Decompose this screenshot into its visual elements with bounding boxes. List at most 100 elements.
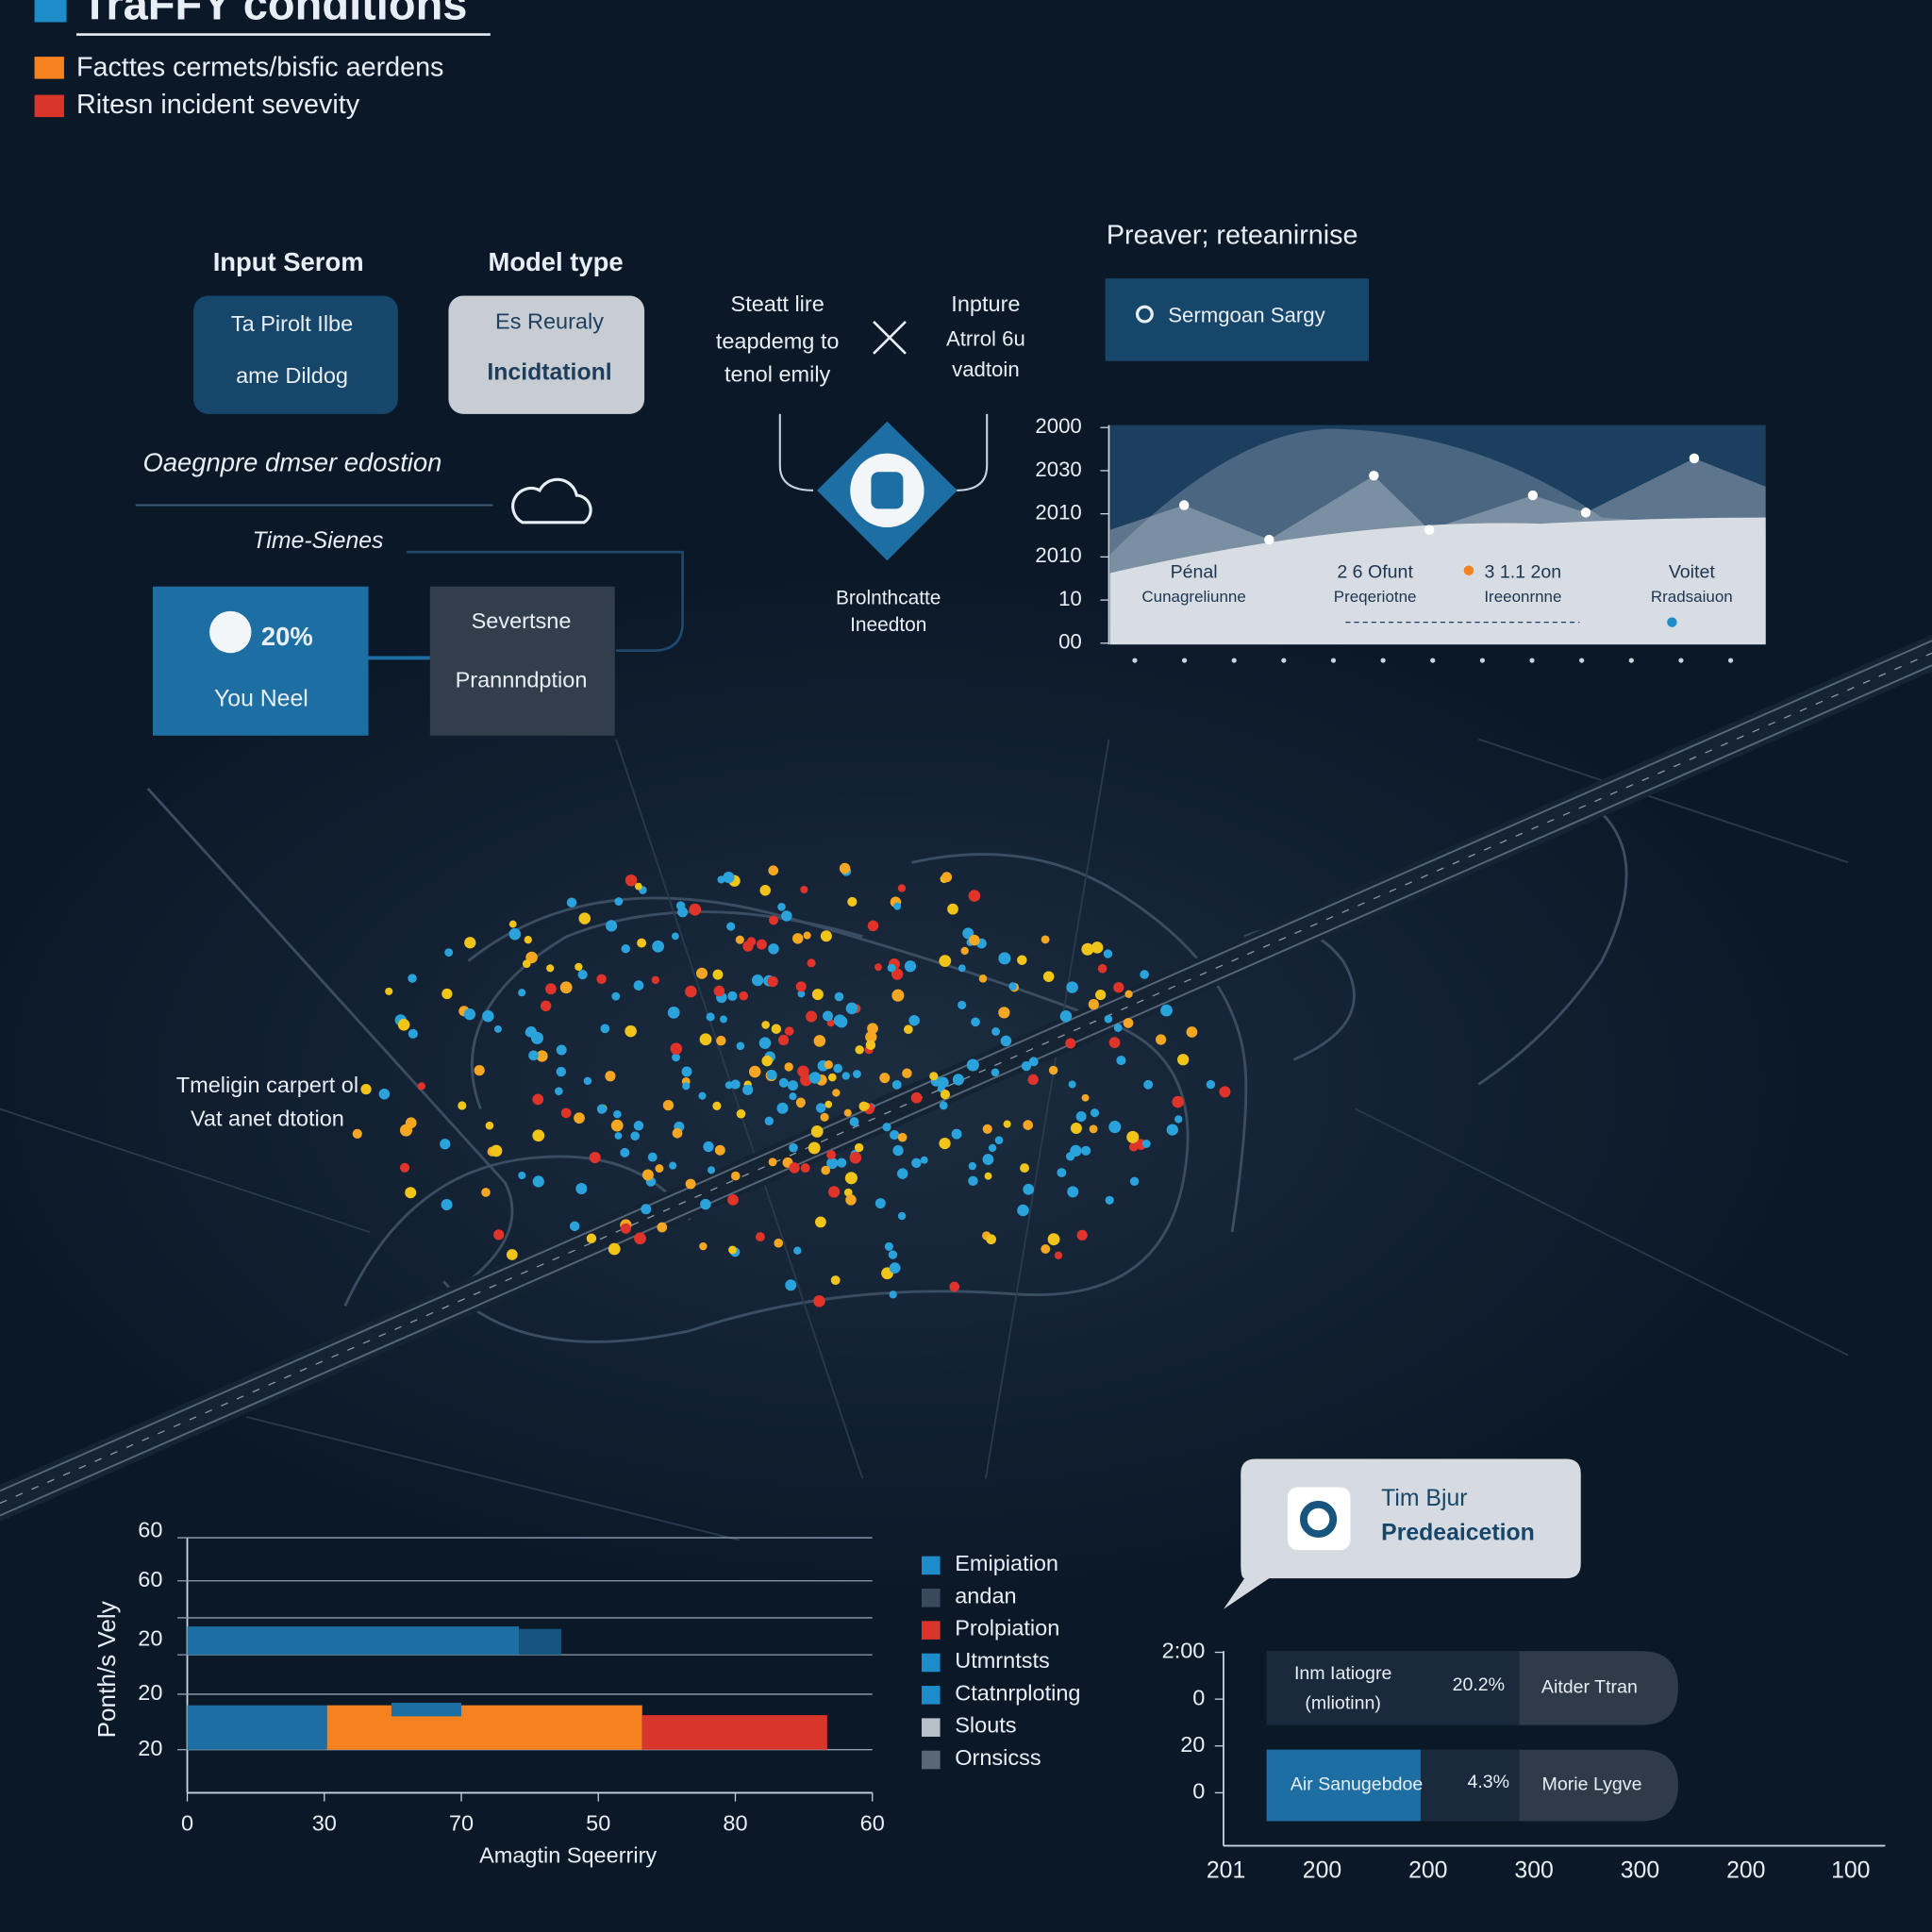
preview-point [1527,490,1539,501]
model-box[interactable] [448,295,645,414]
incident-dot [941,872,953,883]
incident-dot [824,1060,833,1070]
callout-text: Predeaicetion [1381,1521,1535,1546]
incident-dot [1123,1018,1134,1028]
incident-dot [796,1099,806,1108]
incident-dot [540,1000,552,1012]
incident-dot [605,1071,616,1082]
incident-dot [882,1123,891,1132]
input-box-text: ame Dildog [236,363,348,388]
legend-label: Facttes cermets/bisfic aerdens [76,53,443,83]
incident-dot [874,963,882,972]
incident-dot [1108,1121,1122,1134]
legend-label: Ornsicss [955,1745,1041,1770]
highway-edge [0,640,1932,1517]
incident-dot [832,1089,841,1097]
preview-labels: Pénal Cunagreliunne 2 6 Ofunt Preqeriotne 3 … [1141,562,1732,606]
incident-dot [837,1158,847,1168]
flow-text: Steatt lire [731,291,824,316]
incident-dot [952,1074,965,1086]
x-tick-dot [1281,658,1287,663]
y-tick-label: 10 [1058,587,1082,610]
incident-dot [560,1108,572,1119]
highway-lane [0,652,1932,1505]
incident-dot [675,901,686,910]
legend-swatch [34,94,64,118]
incident-dot [889,1291,897,1299]
incident-dot [758,1037,772,1049]
incident-dot [397,1019,410,1031]
incident-dot [778,1077,789,1088]
incident-dot [813,1035,826,1047]
callout-text: Tim Bjur [1381,1486,1467,1511]
button-icon [1135,305,1154,324]
incident-dot [904,1024,913,1035]
incident-dot [1017,1204,1029,1217]
bar-segment [187,1626,520,1656]
stat-value: 20% [261,622,313,651]
x-tick-dot [1330,658,1337,663]
cross-icon [873,320,907,355]
gray-box-text: Prannndption [456,667,588,691]
incident-dot [865,1040,876,1051]
incident-dot [1088,999,1099,1010]
incident-dot [929,1072,939,1081]
incident-dot [756,939,767,950]
road [442,896,1190,1343]
map: Tmeligin carpert ol Vat anet dtotion [0,634,1932,1541]
x-tick-dot [1678,658,1684,663]
incident-dot [893,902,902,910]
incident-dot [789,1162,800,1174]
incident-dot [768,865,779,876]
incident-dot [1089,1124,1098,1134]
incident-dot [574,1112,585,1124]
incident-dot [474,1065,485,1076]
incident-dot [811,989,824,1001]
incident-dot [556,1066,567,1077]
incident-dot [736,1108,746,1119]
incident-dot [891,968,904,980]
incident-dot [596,974,607,985]
legend-label: andan [955,1583,1016,1607]
incident-dot [546,964,555,973]
incident-dot [826,1158,839,1170]
y-title: Ponth/s Vely [92,1601,121,1738]
bar-segment [187,1705,327,1750]
incident-dot [727,1194,739,1206]
incident-dot [556,1044,567,1056]
callout-icon [1287,1487,1351,1551]
preview-label: Pénal [1171,562,1218,583]
incident-dot [682,1082,691,1091]
y-tick-label: 2000 [1035,414,1081,438]
incident-dot [575,1183,588,1195]
incident-dot [879,1073,891,1084]
preview-label: 3 1.1 2on [1485,562,1562,583]
incident-dot [755,1232,765,1242]
incident-dot [854,1142,864,1153]
preview-point [1424,525,1435,535]
incident-dot [1000,1035,1012,1047]
incident-dot [867,1023,878,1035]
preview-heading: Preaver; reteanirnise [1107,220,1358,250]
incident-dot [1067,1186,1079,1198]
bar-segment [391,1703,462,1717]
preview-y-axis: 2000 2030 2010 2010 10 00 [1035,414,1109,654]
incident-dot [784,1062,793,1072]
x-tick-dot [1529,658,1535,663]
incident-dot [968,890,981,902]
incident-dot [984,1172,992,1180]
preview-points [1178,453,1700,545]
incident-dot [524,936,532,944]
incident-dot [768,943,779,955]
incident-dot [707,1166,716,1174]
incident-dot [614,1132,623,1140]
incident-dot [766,1069,777,1080]
incident-dot [532,1129,545,1142]
incident-dot [807,958,816,968]
x-tick-label: 60 [860,1811,885,1836]
summary-text: Aitder Ttran [1541,1677,1638,1698]
incident-dot [493,1229,505,1241]
incident-dot [761,1021,770,1029]
incident-dot [532,1093,544,1106]
input-box[interactable] [193,295,398,414]
